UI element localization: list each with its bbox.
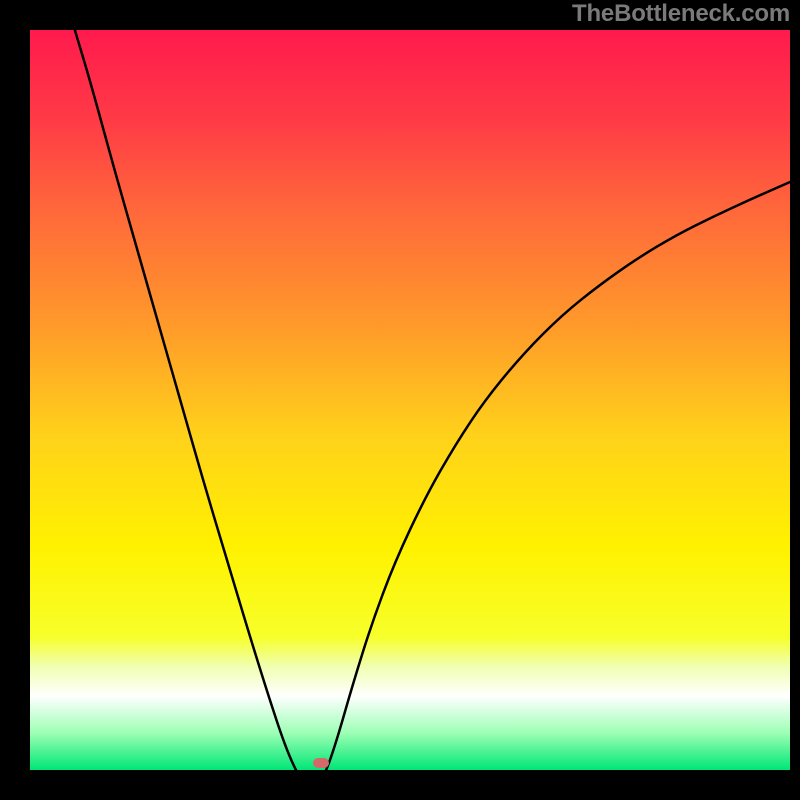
watermark-text: TheBottleneck.com — [572, 0, 790, 28]
curve-minimum-marker — [313, 758, 329, 768]
plot-area — [30, 30, 790, 770]
chart-frame: TheBottleneck.com — [0, 0, 800, 800]
plot-wrap — [30, 30, 790, 770]
bottleneck-curve — [30, 30, 790, 790]
